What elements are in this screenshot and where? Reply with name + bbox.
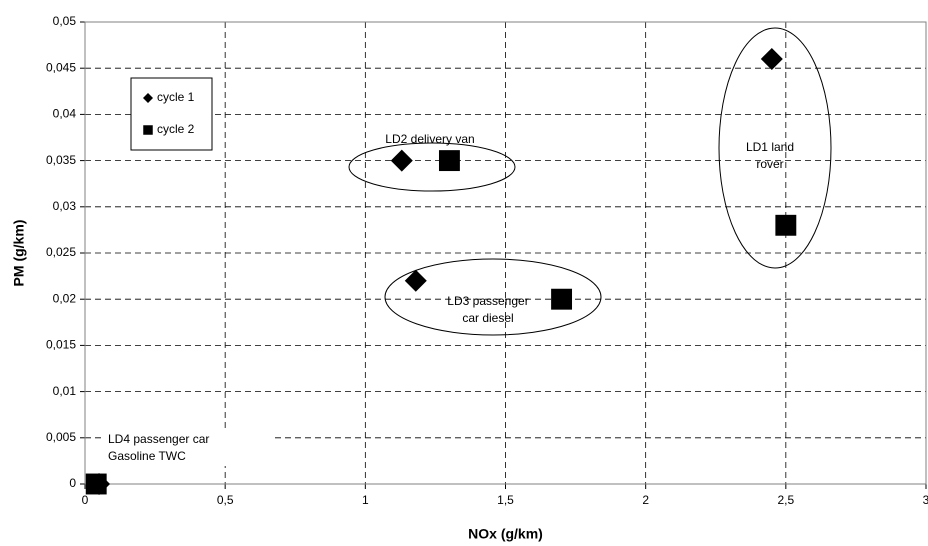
legend-label: cycle 1	[157, 90, 195, 104]
y-tick-label: 0,03	[53, 199, 77, 213]
annotation: Gasoline TWC	[108, 449, 186, 463]
annotation-bg	[104, 430, 274, 466]
annotation: LD3 passenger	[447, 294, 528, 308]
y-tick-label: 0,015	[46, 338, 76, 352]
annotation: LD2 delivery van	[385, 132, 474, 146]
point	[551, 288, 573, 310]
y-tick-label: 0,025	[46, 245, 76, 259]
legend-label: cycle 2	[157, 122, 195, 136]
point	[775, 214, 797, 236]
y-tick-label: 0,05	[53, 14, 77, 28]
y-tick-label: 0,035	[46, 153, 76, 167]
legend-marker	[143, 93, 153, 103]
y-axis-label: PM (g/km)	[11, 220, 27, 287]
point	[390, 149, 413, 172]
y-tick-label: 0,04	[53, 107, 77, 121]
point	[760, 47, 783, 70]
x-tick-label: 1,5	[497, 493, 514, 507]
x-axis-label: NOx (g/km)	[468, 526, 543, 542]
y-tick-label: 0,02	[53, 291, 77, 305]
annotation: rover	[756, 157, 783, 171]
y-tick-label: 0,045	[46, 60, 76, 74]
x-tick-label: 2,5	[777, 493, 794, 507]
annotation: LD4 passenger car	[108, 432, 209, 446]
group-ellipse	[348, 142, 516, 192]
annotation: car diesel	[462, 311, 513, 325]
y-tick-label: 0,005	[46, 430, 76, 444]
x-tick-label: 1	[362, 493, 369, 507]
legend-box	[130, 77, 213, 151]
group-ellipse	[384, 258, 602, 336]
y-tick-label: 0,01	[53, 384, 77, 398]
annotation: LD1 land	[746, 140, 794, 154]
group-ellipse	[718, 27, 832, 269]
point	[85, 473, 107, 495]
y-tick-label: 0	[69, 476, 76, 490]
point	[438, 150, 460, 172]
x-tick-label: 3	[923, 493, 928, 507]
x-tick-label: 2	[642, 493, 649, 507]
x-tick-label: 0	[82, 493, 89, 507]
legend-marker	[143, 125, 153, 135]
point	[404, 269, 427, 292]
x-tick-label: 0,5	[217, 493, 234, 507]
plot-border	[84, 21, 927, 485]
